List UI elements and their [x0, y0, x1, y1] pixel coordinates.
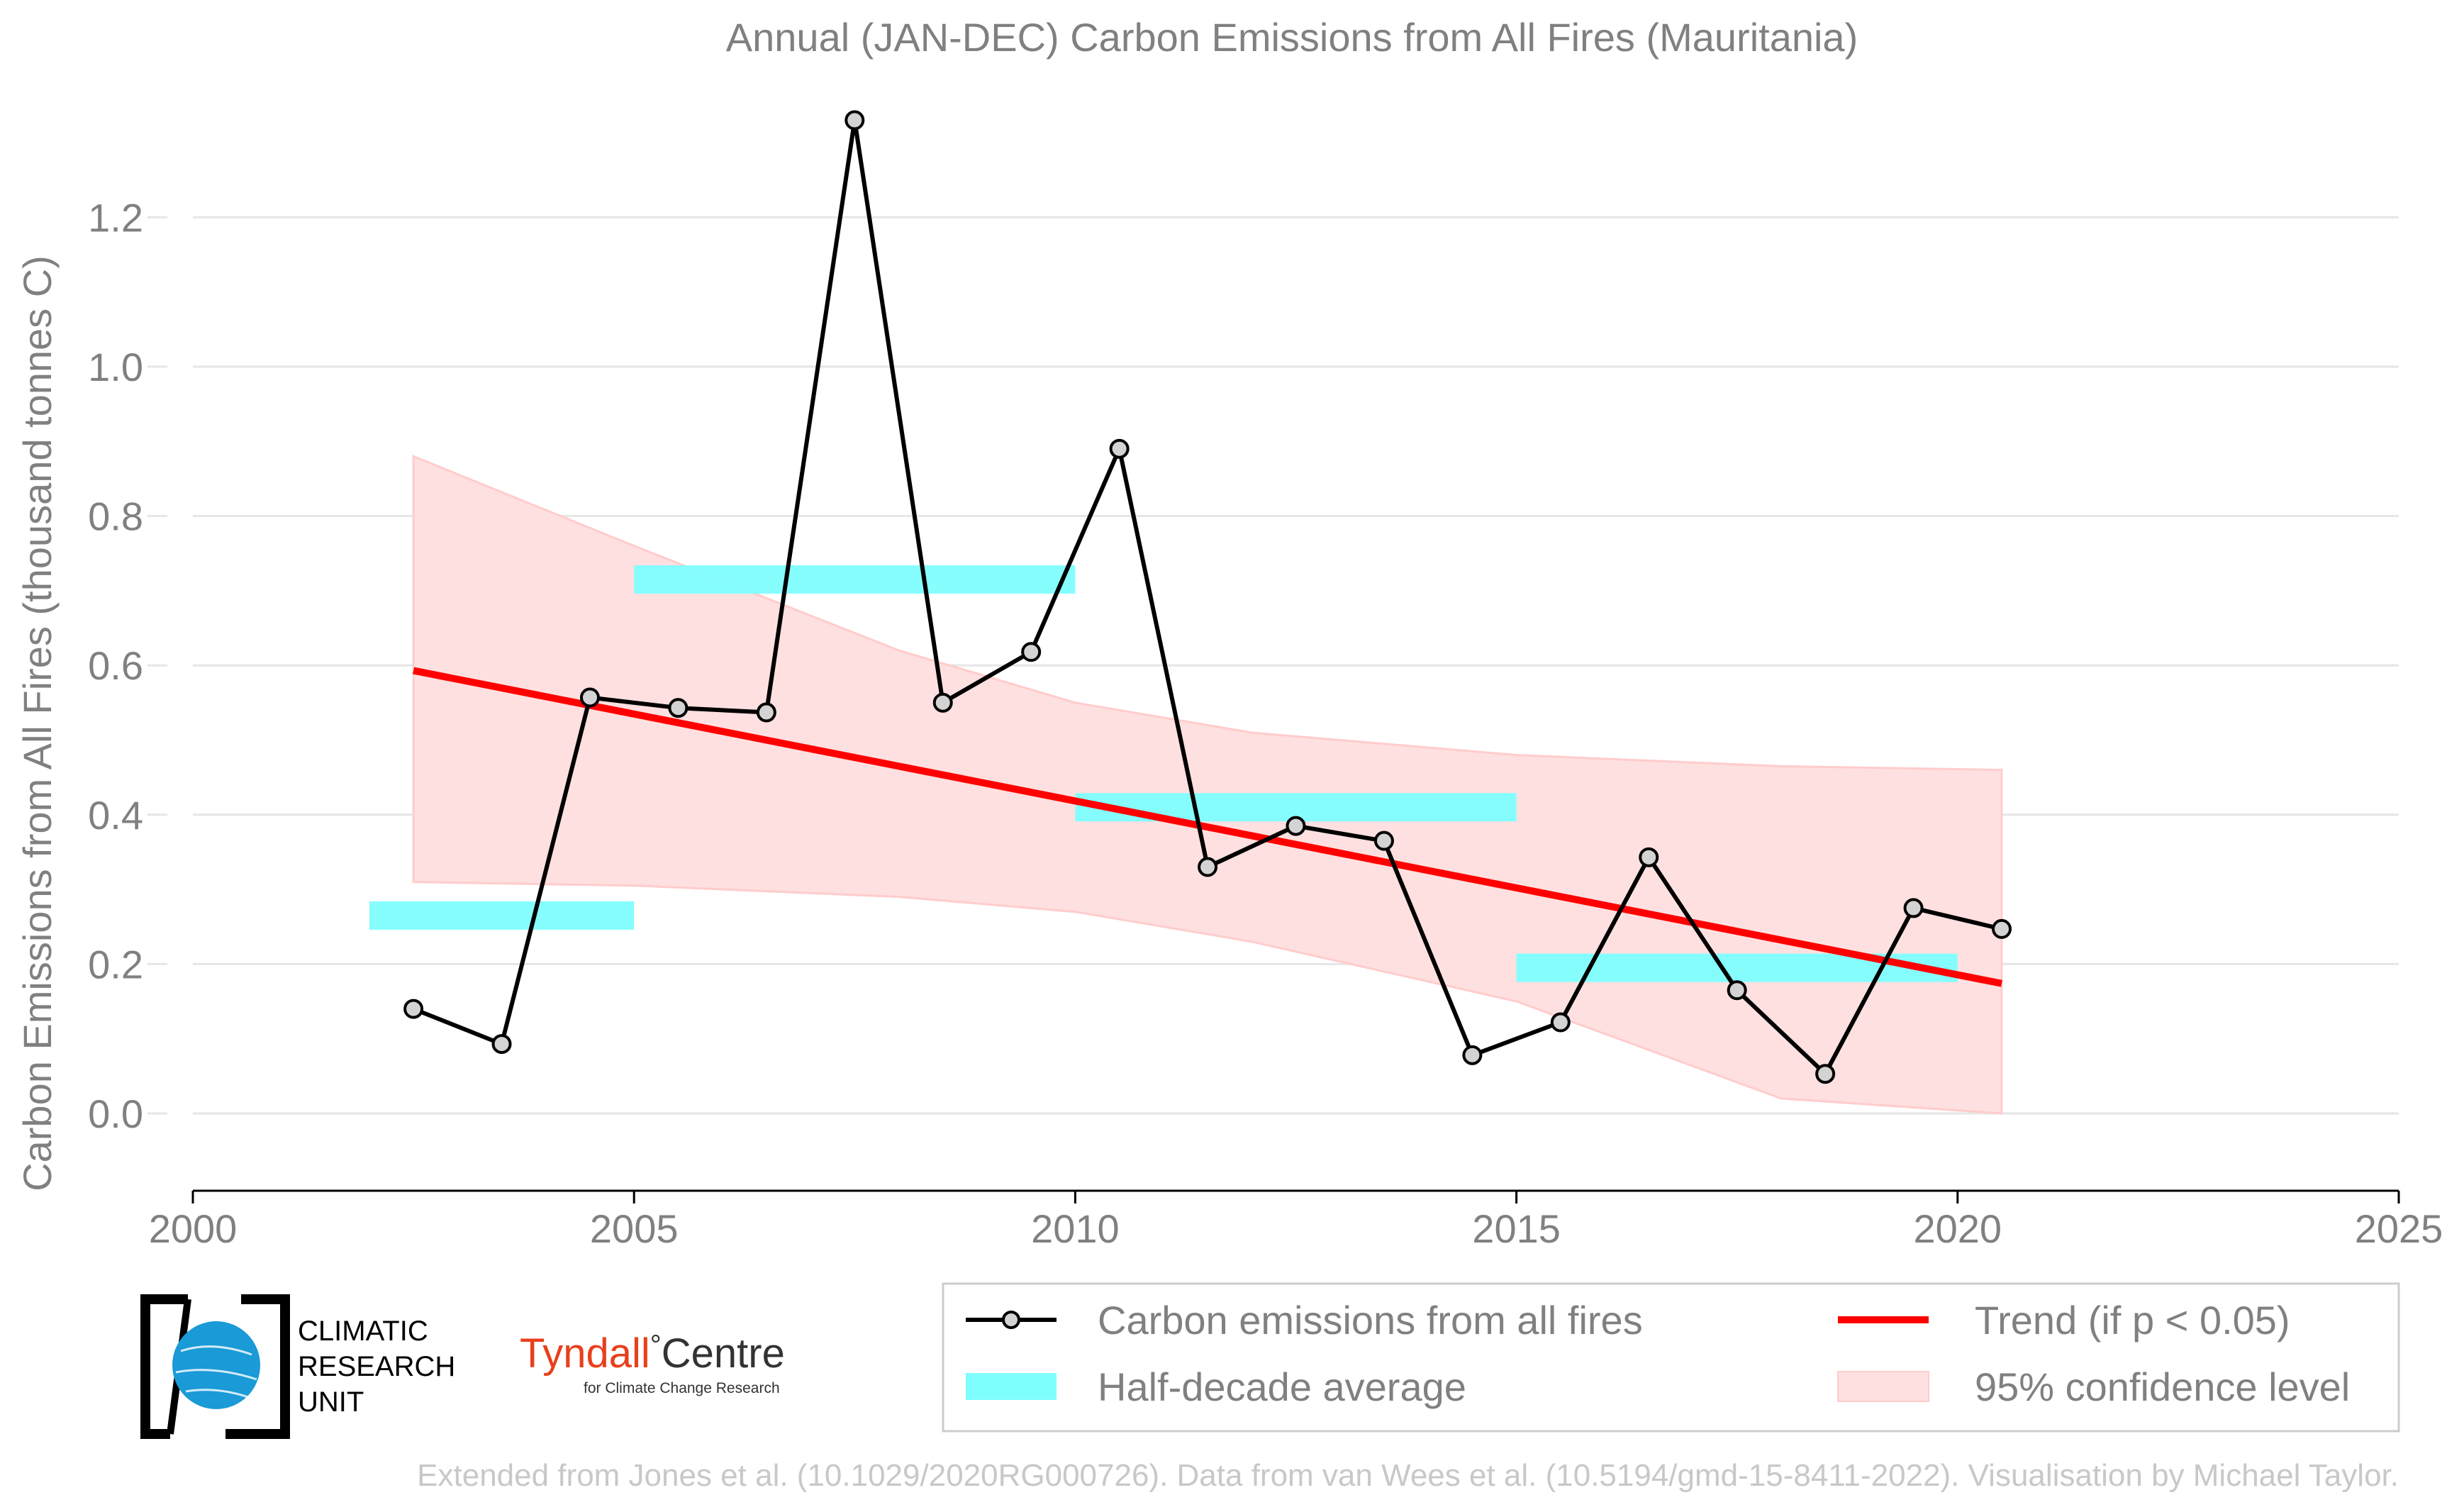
- data-point: [1903, 898, 1924, 918]
- data-point: [1286, 816, 1306, 836]
- data-point: [668, 698, 689, 718]
- trend-line: [413, 667, 2002, 987]
- confidence-band: [412, 455, 2003, 1115]
- data-point: [1550, 1012, 1571, 1033]
- legend-item-trend: Trend (if p < 0.05): [1838, 1298, 2290, 1343]
- data-point: [1373, 830, 1394, 851]
- chart-title: Annual (JAN-DEC) Carbon Emissions from A…: [726, 15, 1858, 60]
- tyndall-logo: Tyndall°Centre for Climate Change Resear…: [520, 1330, 785, 1396]
- y-tick-label: 1.0: [88, 345, 143, 389]
- data-point: [1727, 980, 1747, 1001]
- cru-text-line-2: RESEARCH: [298, 1351, 455, 1382]
- footer-credit: Extended from Jones et al. (10.1029/2020…: [417, 1458, 2399, 1493]
- data-point: [579, 687, 600, 708]
- legend-label-trend: Trend (if p < 0.05): [1975, 1298, 2290, 1343]
- svg-text:Tyndall°Centre: Tyndall°Centre: [520, 1330, 785, 1377]
- data-point: [932, 692, 953, 713]
- y-axis-label: Carbon Emissions from All Fires (thousan…: [15, 255, 60, 1191]
- tyndall-centre-text: Centre: [662, 1330, 785, 1377]
- x-tick-label: 2010: [1031, 1206, 1120, 1251]
- tyndall-sub-text: for Climate Change Research: [584, 1380, 780, 1396]
- x-tick-label: 2005: [590, 1206, 679, 1251]
- cru-text-line-3: UNIT: [298, 1386, 364, 1418]
- cru-logo: CLIMATIC RESEARCH UNIT: [140, 1294, 455, 1439]
- x-tick-marks: [191, 1191, 2400, 1204]
- legend-box: [942, 1282, 2400, 1433]
- cru-text-line-1: CLIMATIC: [298, 1316, 428, 1347]
- x-tick-label: 2020: [1914, 1206, 2002, 1251]
- data-point: [1992, 918, 2012, 939]
- data-point: [1815, 1064, 1836, 1084]
- data-point: [756, 702, 776, 723]
- y-tick-label: 1.2: [88, 195, 143, 240]
- y-tick-labels: 0.0 0.2 0.4 0.6 0.8 1.0 1.2: [88, 195, 143, 1136]
- data-point: [1198, 857, 1218, 877]
- half-decade-bar-0: [369, 901, 635, 930]
- legend-label-half-decade: Half-decade average: [1098, 1364, 1466, 1409]
- data-point: [491, 1034, 512, 1055]
- legend-item-emissions: Carbon emissions from all fires: [966, 1298, 1643, 1343]
- tyndall-degree: °: [650, 1330, 662, 1361]
- data-point: [403, 999, 424, 1019]
- data-point: [1462, 1045, 1483, 1065]
- legend-item-confidence: 95% confidence level: [1837, 1364, 2350, 1409]
- x-tick-labels: 2000 2005 2010 2015 2020 2025: [149, 1206, 2443, 1251]
- y-tick-label: 0.8: [88, 494, 143, 539]
- x-tick-label: 2025: [2355, 1206, 2443, 1251]
- legend: Carbon emissions from all fires Half-dec…: [942, 1282, 2400, 1433]
- globe-icon: [172, 1321, 260, 1409]
- tyndall-main-text: Tyndall: [520, 1330, 650, 1377]
- legend-item-half-decade: Half-decade average: [966, 1364, 1466, 1409]
- legend-label-emissions: Carbon emissions from all fires: [1098, 1298, 1643, 1343]
- data-point: [1639, 847, 1659, 867]
- data-point: [844, 110, 865, 130]
- y-tick-label: 0.4: [88, 793, 143, 838]
- half-decade-bar-1: [634, 565, 1076, 594]
- data-point: [1021, 642, 1042, 662]
- y-tick-label: 0.2: [88, 942, 143, 986]
- data-point: [1109, 438, 1130, 459]
- emissions-points: [403, 110, 2012, 1084]
- x-tick-label: 2015: [1472, 1206, 1561, 1251]
- y-tick-label: 0.0: [88, 1091, 143, 1136]
- y-tick-label: 0.6: [88, 643, 143, 688]
- legend-label-confidence: 95% confidence level: [1975, 1364, 2350, 1409]
- x-tick-label: 2000: [149, 1206, 238, 1251]
